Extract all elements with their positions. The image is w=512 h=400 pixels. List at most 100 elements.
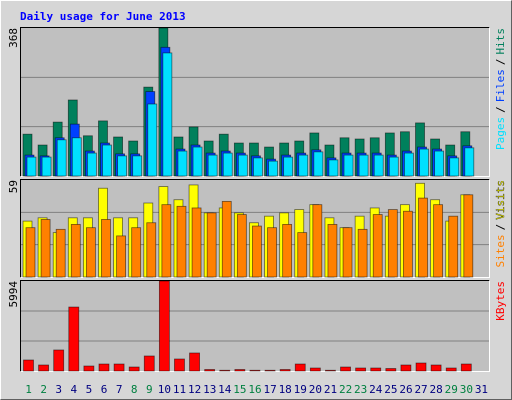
- x-tick-label: 8: [131, 383, 138, 396]
- bar: [283, 156, 294, 177]
- legend-separator: /: [494, 224, 507, 231]
- chart-title: Daily usage for June 2013: [20, 10, 186, 23]
- bar: [117, 155, 127, 177]
- x-tick-label: 12: [188, 383, 201, 396]
- x-tick-label: 17: [263, 383, 276, 396]
- y-max-label: 5994: [7, 281, 20, 308]
- x-tick-label: 27: [414, 383, 427, 396]
- bar: [249, 369, 261, 372]
- bar: [236, 214, 247, 278]
- bar: [282, 223, 293, 278]
- legend-entry: KBytes: [494, 281, 507, 321]
- bar: [25, 227, 36, 278]
- bar: [219, 369, 231, 372]
- bar: [101, 219, 111, 278]
- bar: [400, 364, 412, 372]
- bar: [146, 222, 157, 278]
- x-tick-label: 20: [309, 383, 322, 396]
- bar: [70, 223, 81, 278]
- x-tick-label: 3: [55, 383, 62, 396]
- bar: [358, 154, 369, 177]
- x-tick-label: 9: [146, 383, 153, 396]
- bar: [448, 215, 459, 278]
- x-tick-label: 13: [203, 383, 216, 396]
- bar: [237, 154, 248, 177]
- bar: [26, 156, 37, 177]
- bar: [445, 367, 457, 372]
- legend-entry: Hits: [494, 28, 507, 55]
- bar: [297, 232, 308, 278]
- bar: [433, 204, 444, 278]
- bar: [161, 204, 172, 278]
- bar: [147, 103, 158, 177]
- x-tick-label: 18: [279, 383, 292, 396]
- x-tick-label: 29: [445, 383, 458, 396]
- bar: [158, 280, 170, 372]
- bar: [313, 151, 324, 177]
- plot-area: [21, 281, 489, 371]
- x-tick-label: 11: [173, 383, 186, 396]
- bar: [128, 366, 140, 372]
- x-tick-label: 24: [369, 383, 383, 396]
- bar: [252, 225, 262, 278]
- x-tick-label: 15: [233, 383, 246, 396]
- bar: [355, 367, 367, 372]
- bar: [192, 146, 203, 177]
- bar: [370, 367, 382, 372]
- plot-bevel-dark: [20, 27, 490, 177]
- y-max-label: 368: [7, 28, 20, 48]
- x-tick-label: 21: [324, 383, 337, 396]
- bar: [177, 150, 188, 177]
- bar: [102, 144, 112, 177]
- bar: [404, 152, 414, 177]
- bar: [116, 235, 126, 278]
- x-tick-label: 31: [475, 383, 488, 396]
- bar: [419, 148, 429, 177]
- bar: [68, 306, 80, 372]
- bar: [312, 204, 323, 278]
- legend-entry: Pages: [494, 117, 507, 150]
- legend-separator: /: [494, 59, 507, 66]
- bar: [191, 207, 202, 278]
- legend-entry: Visits: [494, 180, 507, 220]
- bar: [113, 363, 125, 372]
- legend: Pages / Files / Hits: [494, 28, 507, 150]
- bar: [206, 212, 217, 278]
- bar: [309, 367, 321, 372]
- x-tick-label: 4: [71, 383, 78, 396]
- plot-bevel-dark: [20, 179, 490, 278]
- plot-bevel-light: [20, 179, 490, 278]
- bar: [388, 156, 399, 177]
- bar: [298, 154, 309, 177]
- x-tick-label: 5: [86, 383, 93, 396]
- x-tick-label: 28: [430, 383, 443, 396]
- bar: [342, 227, 353, 278]
- bar: [253, 157, 263, 177]
- bar: [207, 154, 218, 177]
- legend: Sites / Visits: [494, 180, 507, 268]
- bar: [264, 369, 276, 372]
- x-tick-label: 2: [40, 383, 47, 396]
- x-tick-label: 14: [218, 383, 232, 396]
- bar: [268, 160, 278, 177]
- legend-separator: /: [494, 106, 507, 113]
- bar: [41, 156, 52, 177]
- bar: [222, 152, 233, 177]
- bar: [267, 227, 277, 278]
- bar: [328, 159, 339, 177]
- x-tick-label: 26: [399, 383, 412, 396]
- bar: [418, 197, 428, 278]
- bar: [325, 369, 336, 372]
- bar: [357, 228, 368, 278]
- bar: [55, 228, 66, 278]
- bar: [279, 369, 291, 372]
- bar: [460, 363, 472, 372]
- bar: [83, 365, 95, 372]
- plot-bevel-dark: [20, 280, 490, 372]
- legend-entry: Files: [494, 69, 507, 102]
- bar: [294, 363, 306, 372]
- bar: [131, 227, 142, 278]
- bar: [176, 205, 187, 278]
- bar: [434, 150, 445, 177]
